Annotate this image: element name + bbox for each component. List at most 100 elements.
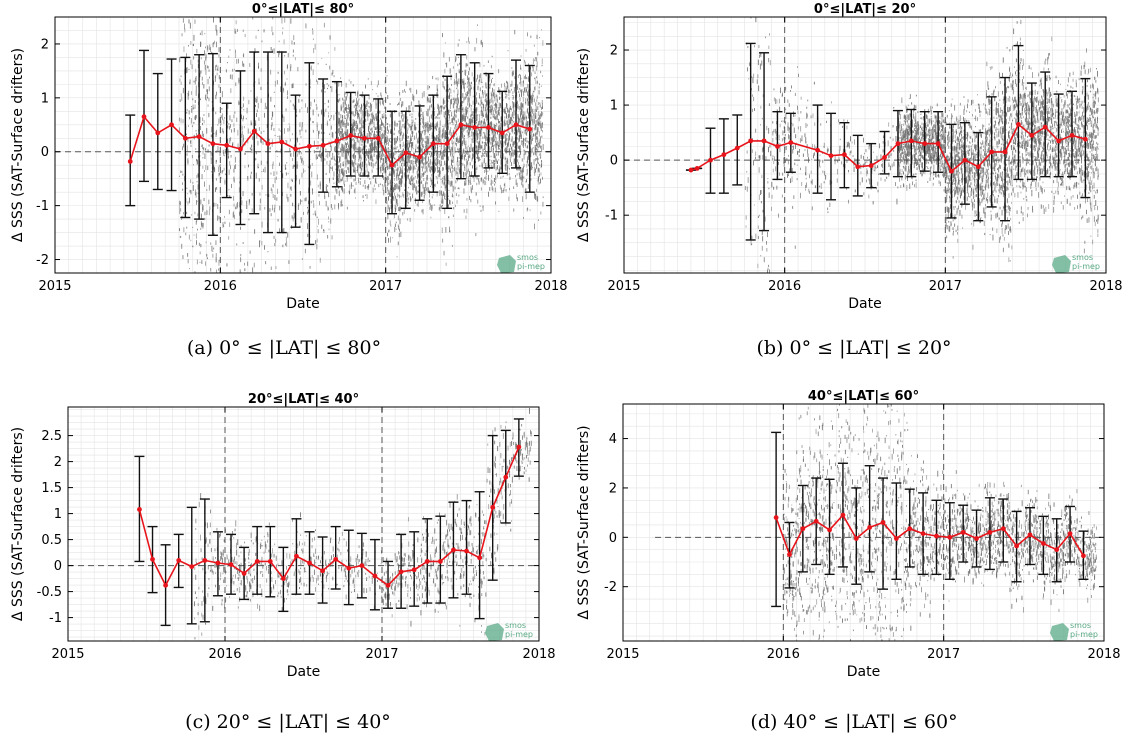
error-bar (511, 59, 522, 169)
mean-point (238, 146, 243, 152)
mean-point (1027, 532, 1033, 538)
x-axis-label: Date (847, 664, 880, 680)
y-tick-label: -1 (605, 209, 618, 224)
plot-title: 40°≤|LAT|≤ 60° (808, 389, 919, 404)
error-bar (851, 487, 862, 585)
mean-point (1042, 124, 1048, 130)
x-tick-label: 2015 (607, 279, 640, 294)
x-axis-label: Date (286, 296, 319, 312)
mean-point (333, 556, 339, 562)
mean-point (1067, 531, 1073, 537)
mean-point (1029, 132, 1035, 138)
mean-point (1014, 543, 1020, 549)
y-axis-label: Δ SSS (SAT-Surface drifters) (576, 425, 592, 619)
x-tick-label: 2016 (208, 647, 241, 662)
mean-point (372, 573, 378, 579)
mean-point (464, 548, 469, 554)
mean-point (773, 515, 779, 520)
error-bar (1026, 82, 1037, 181)
error-bar (455, 54, 466, 180)
y-tick-label: 1.5 (41, 481, 62, 496)
mean-point (867, 525, 873, 530)
mean-point (293, 146, 298, 152)
y-tick-label: -2 (36, 253, 49, 268)
grid (623, 17, 1107, 273)
mean-point (137, 507, 142, 512)
error-bar (400, 110, 411, 210)
mean-point (375, 135, 381, 141)
mean-point (169, 122, 174, 128)
mean-point (215, 560, 221, 566)
mean-point (949, 168, 954, 174)
mean-point (1081, 553, 1086, 559)
caption-d: (d) 40° ≤ |LAT| ≤ 60° (750, 711, 958, 733)
error-bar (959, 122, 970, 205)
mean-point (472, 125, 478, 130)
y-tick-label: 2 (41, 37, 49, 52)
error-bar (1000, 76, 1011, 222)
mean-point (721, 152, 727, 158)
mean-point (975, 164, 981, 170)
error-bar (878, 477, 889, 590)
mean-point (346, 565, 352, 571)
x-tick-label: 2015 (38, 279, 71, 294)
x-tick-label: 2015 (51, 647, 84, 662)
mean-point (228, 562, 234, 567)
mean-point (761, 138, 767, 144)
mean-point (320, 568, 326, 574)
mean-point (141, 114, 147, 120)
error-bar (483, 72, 494, 169)
y-tick-label: -1 (49, 611, 62, 626)
error-bar (944, 502, 955, 580)
mean-point (320, 142, 326, 148)
mean-point (279, 139, 285, 145)
plot-frame (622, 403, 1105, 642)
mean-point (176, 558, 182, 563)
plot-title: 20°≤|LAT|≤ 40° (248, 392, 359, 407)
mean-point (224, 142, 230, 148)
x-tick-label: 2016 (768, 279, 801, 294)
mean-point (451, 547, 456, 553)
mean-point (987, 529, 993, 535)
mean-point (841, 152, 847, 158)
x-axis-label: Date (287, 664, 320, 680)
x-tick-label: 2015 (606, 647, 639, 662)
mean-point (688, 167, 694, 173)
mean-point (150, 556, 155, 562)
error-bar (331, 80, 342, 188)
y-tick-label: 2.5 (41, 429, 62, 444)
error-bar (318, 78, 329, 193)
mean-point (708, 157, 713, 163)
y-tick-label: -1 (36, 199, 49, 214)
mean-line (775, 513, 1085, 557)
mean-point (163, 582, 169, 588)
mean-point (516, 444, 522, 450)
panel-c: smos pi-mep 2015 2016 2017 2018 -1 -0.5 0 0.5 1 1.5… (0, 378, 566, 747)
mean-point (935, 141, 941, 147)
mean-point (920, 531, 926, 537)
error-bar (469, 62, 480, 177)
plot-frame (54, 16, 552, 274)
x-tick-label: 2018 (1089, 279, 1122, 294)
mean-point (1000, 526, 1006, 532)
mean-point (840, 512, 846, 518)
mean-point (827, 527, 832, 533)
error-bar (387, 110, 398, 215)
grid (67, 407, 540, 641)
caption-c: (c) 20° ≤ |LAT| ≤ 40° (185, 711, 391, 733)
x-tick-label: 2018 (1087, 647, 1120, 662)
mean-point (960, 529, 966, 535)
mean-point (880, 520, 886, 525)
y-tick-label: 2 (610, 44, 618, 59)
mean-point (922, 141, 928, 147)
mean-point (813, 518, 819, 524)
scatter-cloud (179, 17, 544, 273)
x-tick-label: 2017 (927, 647, 960, 662)
y-tick-label: 2 (609, 481, 617, 496)
mean-point (1002, 149, 1008, 155)
